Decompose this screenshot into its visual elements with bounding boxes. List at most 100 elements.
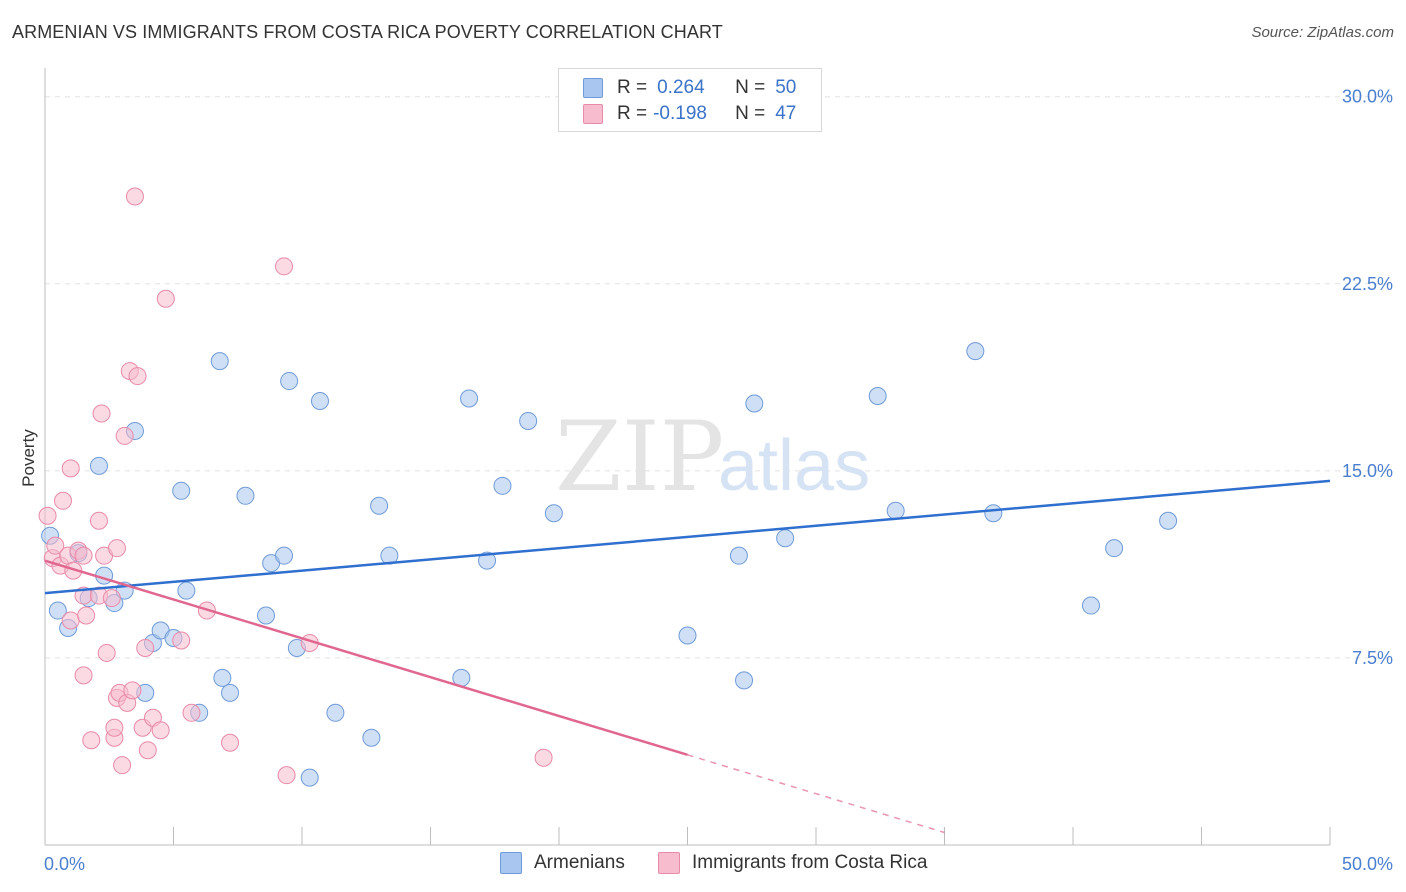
data-points xyxy=(38,187,1178,787)
data-point xyxy=(1105,539,1124,558)
data-point xyxy=(300,768,319,787)
legend-n-value: 50 xyxy=(775,77,797,98)
legend-n-label: N = xyxy=(735,77,766,98)
data-point xyxy=(745,394,764,413)
data-point xyxy=(776,529,795,548)
data-point xyxy=(53,491,72,510)
data-point xyxy=(236,486,255,505)
data-point xyxy=(136,638,155,657)
data-point xyxy=(735,671,754,690)
data-point xyxy=(519,411,538,430)
data-point xyxy=(123,681,142,700)
data-point xyxy=(138,741,157,760)
axes xyxy=(44,68,1331,846)
legend-swatch-costa-rica xyxy=(658,852,680,874)
trend-lines xyxy=(44,479,1331,834)
x-tick-label: 50.0% xyxy=(1342,854,1393,874)
trend-line xyxy=(44,479,1331,595)
legend-n-value: 47 xyxy=(775,103,797,124)
data-point xyxy=(213,668,232,687)
data-point xyxy=(984,504,1003,523)
data-point xyxy=(128,367,147,386)
data-point xyxy=(113,756,132,775)
tick-labels: 7.5% 15.0% 22.5% 30.0% 0.0% 50.0% xyxy=(44,87,1393,874)
data-point xyxy=(966,342,985,361)
grid-lines xyxy=(45,96,1390,659)
data-point xyxy=(89,456,108,475)
legend-row-costa-rica: R = -0.198 N = 47 xyxy=(583,102,796,126)
data-point xyxy=(82,731,101,750)
data-point xyxy=(97,643,116,662)
data-point xyxy=(48,601,67,620)
y-tick-label: 22.5% xyxy=(1342,274,1393,294)
data-point xyxy=(151,721,170,740)
data-point xyxy=(156,289,175,308)
data-point xyxy=(182,703,201,722)
data-point xyxy=(493,476,512,495)
data-point xyxy=(362,728,381,747)
legend-label-armenians: Armenians xyxy=(534,852,625,873)
series-costa-rica xyxy=(38,187,553,785)
data-point xyxy=(46,536,65,555)
legend-r-value: 0.264 xyxy=(657,77,705,98)
data-point xyxy=(460,389,479,408)
data-point xyxy=(74,546,93,565)
watermark-zip: ZIP xyxy=(555,401,724,513)
legend-item-costa-rica[interactable]: Immigrants from Costa Rica xyxy=(658,852,927,874)
data-point xyxy=(102,589,121,608)
data-point xyxy=(74,666,93,685)
data-point xyxy=(125,187,144,206)
legend-r-label: R = xyxy=(617,103,648,124)
legend-label-costa-rica: Immigrants from Costa Rica xyxy=(692,852,928,873)
source-label: Source: ZipAtlas.com xyxy=(1251,24,1394,41)
data-point xyxy=(1081,596,1100,615)
y-tick-label: 7.5% xyxy=(1352,648,1393,668)
data-point xyxy=(544,504,563,523)
y-tick-label: 15.0% xyxy=(1342,461,1393,481)
legend-n-label: N = xyxy=(735,103,766,124)
series-legend: Armenians Immigrants from Costa Rica xyxy=(0,852,1406,876)
data-point xyxy=(61,611,80,630)
legend-item-armenians[interactable]: Armenians xyxy=(500,852,625,874)
data-point xyxy=(115,426,134,445)
data-point xyxy=(534,748,553,767)
data-point xyxy=(478,551,497,570)
data-point xyxy=(89,511,108,530)
watermark-atlas: atlas xyxy=(718,426,870,506)
legend-row-armenians: R = 0.264 N = 50 xyxy=(583,76,796,100)
data-point xyxy=(257,606,276,625)
data-point xyxy=(729,546,748,565)
data-point xyxy=(277,766,296,785)
legend-r-label: R = xyxy=(617,77,648,98)
data-point xyxy=(221,683,240,702)
y-tick-label: 30.0% xyxy=(1342,87,1393,107)
data-point xyxy=(172,481,191,500)
data-point xyxy=(172,631,191,650)
chart-title: ARMENIAN VS IMMIGRANTS FROM COSTA RICA P… xyxy=(12,22,723,42)
trend-line xyxy=(44,559,688,757)
data-point xyxy=(326,703,345,722)
data-point xyxy=(107,539,126,558)
legend-swatch-armenians xyxy=(583,78,603,98)
legend-swatch-costa-rica xyxy=(583,104,603,124)
legend-r-value: -0.198 xyxy=(653,103,707,124)
data-point xyxy=(105,718,124,737)
data-point xyxy=(310,392,329,411)
data-point xyxy=(886,501,905,520)
data-point xyxy=(77,606,96,625)
y-axis-label: Poverty xyxy=(19,429,38,487)
data-point xyxy=(280,372,299,391)
data-point xyxy=(678,626,697,645)
data-point xyxy=(1159,511,1178,530)
trend-line-extension xyxy=(687,754,945,834)
data-point xyxy=(92,404,111,423)
data-point xyxy=(177,581,196,600)
data-point xyxy=(275,257,294,276)
data-point xyxy=(38,506,57,525)
data-point xyxy=(210,352,229,371)
data-point xyxy=(275,546,294,565)
correlation-legend: R = 0.264 N = 50 R = -0.198 N = 47 xyxy=(558,68,822,132)
data-point xyxy=(370,496,389,515)
data-point xyxy=(221,733,240,752)
